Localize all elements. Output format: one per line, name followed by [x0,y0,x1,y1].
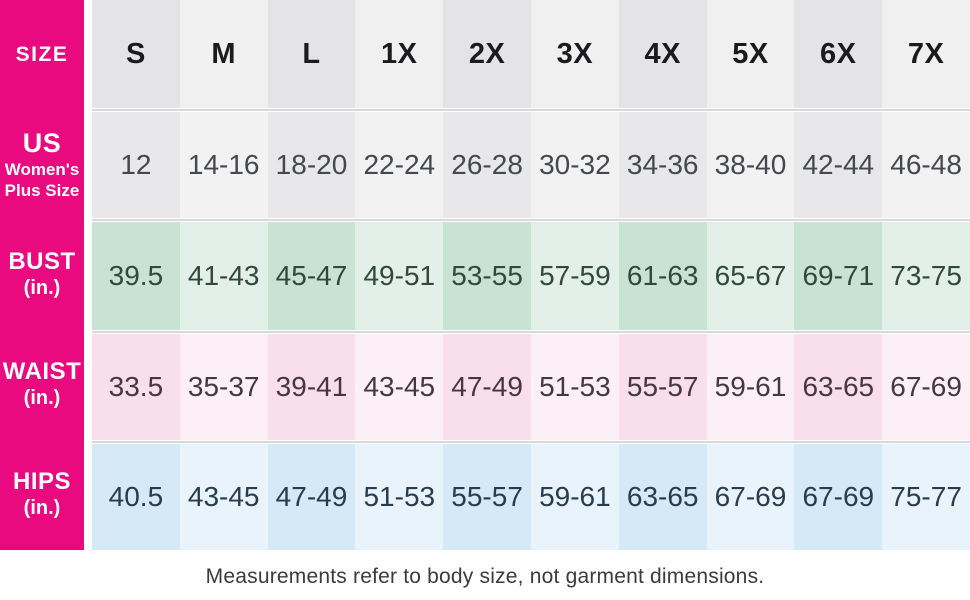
value-cell-waist-l: 39-41 [267,334,356,440]
value-cell-us-s: 12 [92,112,180,218]
row-divider [92,108,970,112]
row-label-us: US Women's Plus Size [0,110,84,220]
value-cell-us-1x: 22-24 [355,112,444,218]
value-cell-us-l: 18-20 [267,112,356,218]
value-cell-us-m: 14-16 [179,112,268,218]
measurement-note: Measurements refer to body size, not gar… [205,565,765,588]
value-cell-us-7x: 46-48 [882,112,970,218]
row-label-hips-text: HIPS [12,468,71,496]
value-cell-waist-s: 33.5 [92,334,180,440]
value-cell-hips-5x: 67-69 [706,444,795,550]
value-cell-bust-3x: 57-59 [531,222,619,330]
value-cell-waist-6x: 63-65 [794,334,883,440]
row-label-us-subtext: Plus Size [4,180,80,200]
corner-label-size-text: SIZE [15,43,69,67]
value-cell-bust-s: 39.5 [92,222,180,330]
row-divider [92,440,970,444]
value-cell-waist-4x: 55-57 [618,334,707,440]
row-label-bust-text: BUST [8,248,76,276]
value-cell-bust-5x: 65-67 [706,222,795,330]
row-label-waist-text: WAIST [2,358,82,386]
row-label-waist-subtext: (in.) [23,386,61,409]
value-cell-bust-1x: 49-51 [355,222,444,330]
row-divider [92,330,970,334]
header-cell-m: M [179,0,268,108]
value-cell-waist-5x: 59-61 [706,334,795,440]
value-cell-us-4x: 34-36 [618,112,707,218]
value-cell-bust-7x: 73-75 [882,222,970,330]
row-label-hips: HIPS (in.) [0,440,84,550]
value-cell-hips-m: 43-45 [179,444,268,550]
value-cell-us-5x: 38-40 [706,112,795,218]
header-cell-s: S [92,0,180,108]
header-cell-l: L [267,0,356,108]
row-divider [92,218,970,222]
row-label-bust: BUST (in.) [0,220,84,330]
value-cell-hips-3x: 59-61 [531,444,619,550]
value-cell-hips-4x: 63-65 [618,444,707,550]
column-gutter [84,0,92,550]
value-cell-hips-7x: 75-77 [882,444,970,550]
corner-label-size: SIZE [0,0,84,110]
row-label-us-subtext: Women's [4,159,80,179]
value-cell-us-6x: 42-44 [794,112,883,218]
header-cell-7x: 7X [882,0,970,108]
value-cell-waist-1x: 43-45 [355,334,444,440]
value-cell-waist-7x: 67-69 [882,334,970,440]
row-label-hips-subtext: (in.) [23,496,61,519]
value-cell-us-3x: 30-32 [531,112,619,218]
header-cell-6x: 6X [794,0,883,108]
value-cell-hips-2x: 55-57 [443,444,531,550]
value-cell-bust-6x: 69-71 [794,222,883,330]
row-header-column: SIZE US Women's Plus Size BUST (in.) WAIST (in.… [0,0,84,550]
value-cell-waist-m: 35-37 [179,334,268,440]
value-cell-bust-l: 45-47 [267,222,356,330]
row-label-us-text: US [22,127,62,158]
value-cell-hips-l: 47-49 [267,444,356,550]
value-cell-hips-s: 40.5 [92,444,180,550]
header-cell-4x: 4X [618,0,707,108]
size-table: SIZE US Women's Plus Size BUST (in.) WAIST (in.… [0,0,970,550]
row-label-bust-subtext: (in.) [23,276,61,299]
row-label-waist: WAIST (in.) [0,330,84,440]
header-cell-2x: 2X [443,0,531,108]
header-cell-1x: 1X [355,0,444,108]
value-cell-waist-3x: 51-53 [531,334,619,440]
header-cell-3x: 3X [531,0,619,108]
table-grid: S M L 1X 2X 3X 4X 5X 6X 7X 12 14-16 18-20 22-24 26-28 3… [92,0,970,550]
value-cell-bust-2x: 53-55 [443,222,531,330]
value-cell-hips-6x: 67-69 [794,444,883,550]
value-cell-bust-4x: 61-63 [618,222,707,330]
value-cell-bust-m: 41-43 [179,222,268,330]
header-cell-5x: 5X [706,0,795,108]
value-cell-us-2x: 26-28 [443,112,531,218]
value-cell-waist-2x: 47-49 [443,334,531,440]
value-cell-hips-1x: 51-53 [355,444,444,550]
